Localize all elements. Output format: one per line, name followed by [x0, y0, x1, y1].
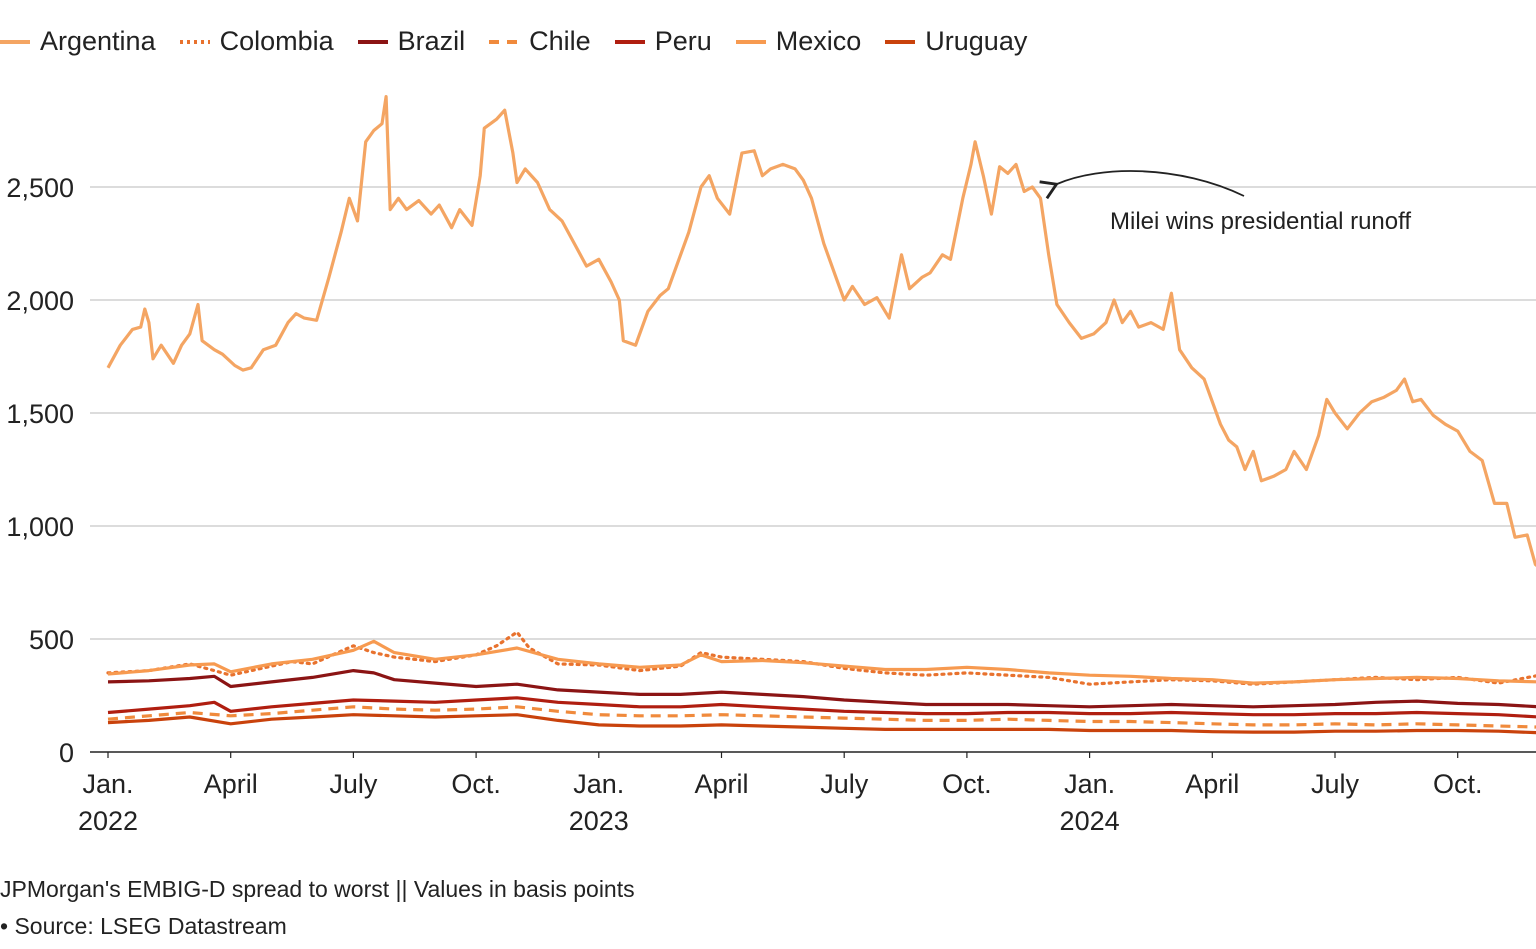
series-line-mexico — [107, 639, 1536, 685]
gridlines — [90, 186, 1536, 753]
legend-item-peru: Peru — [614, 26, 712, 57]
legend-label: Argentina — [40, 26, 156, 56]
x-tick-label: Jan. — [1064, 769, 1115, 799]
footnote-source: • Source: LSEG Datastream — [0, 913, 287, 939]
x-tick-year-label: 2022 — [78, 806, 138, 836]
legend-label: Mexico — [775, 26, 862, 56]
x-tick-label: Oct. — [451, 769, 501, 799]
y-tick-label: 2,500 — [6, 173, 74, 203]
y-tick-label: 500 — [29, 625, 74, 655]
x-tick-label: Jan. — [82, 769, 133, 799]
x-tick-label: July — [820, 769, 869, 799]
legend-swatch — [735, 39, 766, 44]
legend-swatch — [179, 39, 210, 44]
legend-swatch — [885, 39, 916, 44]
annotations: Milei wins presidential runoff — [1039, 170, 1411, 235]
legend-label: Chile — [529, 26, 591, 56]
footnote-description: JPMorgan's EMBIG-D spread to worst || Va… — [0, 876, 635, 902]
legend-label: Uruguay — [925, 26, 1028, 56]
annotation-label: Milei wins presidential runoff — [1110, 208, 1411, 235]
legend-label: Peru — [654, 26, 712, 56]
legend-swatch — [357, 39, 388, 44]
x-tick-label: July — [1311, 769, 1360, 799]
legend-item-colombia: Colombia — [179, 26, 334, 57]
series-line-peru — [107, 696, 1536, 719]
series-line-chile — [107, 705, 1536, 729]
legend: Argentina Colombia Brazil Chile Peru Mexico Ur… — [0, 26, 1051, 57]
legend-item-brazil: Brazil — [357, 26, 466, 57]
legend-item-argentina: Argentina — [0, 26, 156, 57]
x-tick-label: April — [204, 769, 258, 799]
x-tick-year-label: 2023 — [569, 806, 629, 836]
legend-swatch — [489, 39, 520, 44]
series-line-uruguay — [107, 713, 1536, 735]
legend-swatch — [0, 39, 30, 44]
y-tick-label: 2,000 — [6, 286, 74, 316]
y-tick-label: 0 — [59, 738, 74, 768]
legend-item-mexico: Mexico — [735, 26, 862, 57]
y-tick-label: 1,000 — [6, 512, 74, 542]
x-tick-label: April — [1185, 769, 1239, 799]
annotation-arrow — [1039, 170, 1245, 200]
legend-swatch — [614, 39, 645, 44]
series-lines — [106, 95, 1536, 735]
x-axis-ticks: Jan. 2022 April July Oct. Jan. 2023 April July Oc… — [78, 752, 1482, 836]
legend-label: Brazil — [397, 26, 466, 56]
x-tick-label: July — [329, 769, 378, 799]
legend-item-chile: Chile — [489, 26, 591, 57]
series-line-argentina — [106, 95, 1536, 567]
x-tick-label: Oct. — [1433, 769, 1483, 799]
legend-label: Colombia — [219, 26, 334, 56]
legend-item-uruguay: Uruguay — [885, 26, 1027, 57]
x-tick-label: Jan. — [573, 769, 624, 799]
y-axis-ticks: 0 500 1,000 1,500 2,000 2,500 — [6, 173, 74, 768]
y-tick-label: 1,500 — [6, 399, 74, 429]
x-tick-label: April — [694, 769, 748, 799]
x-tick-label: Oct. — [942, 769, 992, 799]
series-line-brazil — [107, 669, 1536, 709]
x-tick-year-label: 2024 — [1060, 806, 1120, 836]
